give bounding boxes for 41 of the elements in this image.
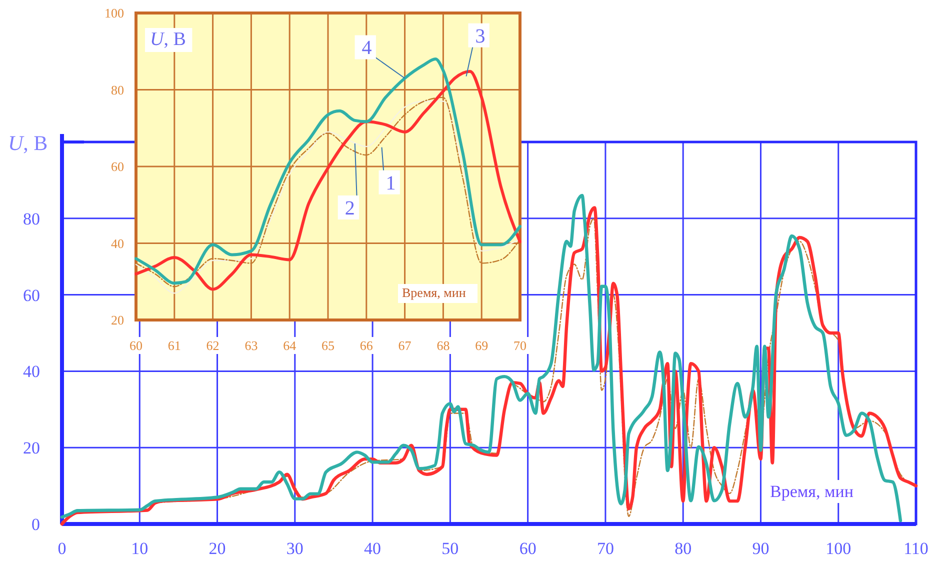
- x-tick-label: 100: [826, 539, 852, 558]
- y-tick-label: 80: [111, 82, 124, 98]
- y-tick-label: 60: [23, 286, 40, 305]
- x-tick-label: 61: [168, 338, 181, 353]
- y-tick-label: 60: [111, 159, 124, 174]
- x-tick-label: 66: [360, 338, 374, 353]
- x-tick-label: 70: [596, 539, 614, 558]
- x-tick-label: 64: [283, 338, 297, 353]
- x-axis-title: Время, мин: [770, 482, 854, 501]
- x-tick-label: 67: [398, 338, 412, 353]
- x-axis-title: Время, мин: [402, 285, 466, 300]
- y-tick-label: 40: [23, 362, 40, 382]
- x-tick-label: 90: [752, 539, 770, 558]
- x-tick-label: 50: [442, 539, 459, 558]
- x-tick-label: 80: [674, 539, 692, 558]
- x-tick-label: 69: [475, 338, 488, 353]
- y-axis-title: U, В: [150, 29, 186, 50]
- x-tick-label: 40: [364, 539, 382, 558]
- x-tick-label: 62: [206, 338, 220, 353]
- x-tick-label: 20: [208, 539, 226, 558]
- y-tick-label: 20: [111, 312, 124, 328]
- annotation: 2: [344, 197, 355, 220]
- x-tick-label: 70: [514, 338, 526, 353]
- annotation: 1: [386, 172, 396, 194]
- annotation: 3: [475, 25, 486, 48]
- x-tick-label: 65: [322, 338, 334, 353]
- x-tick-label: 10: [131, 539, 148, 558]
- x-tick-label: 60: [519, 539, 536, 558]
- y-tick-label: 0: [32, 514, 40, 534]
- x-tick-label: 30: [286, 539, 304, 558]
- y-tick-label: 40: [111, 236, 124, 251]
- x-tick-label: 0: [58, 539, 66, 558]
- annotation: 4: [362, 37, 372, 60]
- y-tick-label: 100: [104, 6, 124, 21]
- y-tick-label: 20: [23, 438, 40, 458]
- x-tick-label: 110: [904, 539, 928, 558]
- x-tick-label: 68: [436, 338, 450, 353]
- x-tick-label: 60: [130, 338, 142, 353]
- x-tick-label: 63: [244, 338, 258, 353]
- y-tick-label: 80: [23, 209, 40, 228]
- y-axis-title: U, В: [8, 131, 48, 155]
